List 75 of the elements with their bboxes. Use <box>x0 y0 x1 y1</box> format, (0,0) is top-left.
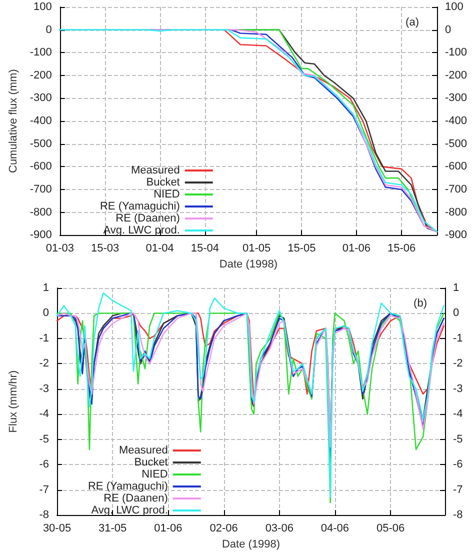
legend-label: RE (Daanen) <box>116 212 180 224</box>
y-tick-label: -300 <box>30 92 52 104</box>
y2-tick-label: 0 <box>453 307 460 320</box>
y-tick-label: -1 <box>39 332 49 344</box>
y-tick-label: -200 <box>30 69 52 82</box>
x-axis-title: Date (1998) <box>219 258 278 270</box>
y-tick-label: -400 <box>30 115 52 128</box>
legend-label: Measured <box>118 444 168 456</box>
y-tick-label: -2 <box>39 358 49 370</box>
y2-tick-label: -6 <box>453 458 463 471</box>
x-tick-label: 02-06 <box>210 522 238 535</box>
y-axis-title: Flux (mm/hr) <box>8 370 20 433</box>
legend-label: RE (Yamaguchi) <box>88 480 168 492</box>
legend-label: NIED <box>142 468 168 480</box>
y-tick-label: 0 <box>42 307 49 320</box>
y2-tick-label: 0 <box>445 24 452 36</box>
y-axis-title: Cumulative flux (mm) <box>8 69 20 174</box>
x-axis-title: Date (1998) <box>222 538 280 550</box>
legend-label: Bucket <box>134 456 168 468</box>
y2-tick-label: -700 <box>445 183 468 196</box>
x-tick-label: 04-06 <box>320 522 350 535</box>
x-tick-label: 15-06 <box>387 242 416 255</box>
y2-tick-label: -1 <box>453 332 463 344</box>
y-tick-label: -100 <box>30 46 52 59</box>
x-tick-label: 01-03 <box>46 242 74 255</box>
x-tick-label: 01-04 <box>146 242 174 255</box>
legend-label: Avg. LWC prod. <box>103 224 180 236</box>
y-tick-label: -700 <box>30 183 52 196</box>
y-tick-label: -900 <box>30 229 52 242</box>
annotation: (b) <box>414 298 428 310</box>
y-tick-label: 0 <box>46 24 52 36</box>
x-tick-label: 15-05 <box>288 242 316 255</box>
x-tick-label: 01-06 <box>342 242 370 255</box>
y2-tick-label: -200 <box>445 69 468 82</box>
y2-tick-label: 1 <box>453 282 460 294</box>
y-tick-label: -8 <box>39 509 49 522</box>
y-tick-label: -600 <box>30 160 52 173</box>
y2-tick-label: -2 <box>453 358 463 370</box>
legend-label: NIED <box>154 188 180 200</box>
y2-tick-label: -500 <box>445 138 468 150</box>
y2-tick-label: -600 <box>445 160 468 173</box>
y2-tick-label: -4 <box>453 408 463 420</box>
y-tick-label: 100 <box>34 1 52 13</box>
y2-tick-label: -300 <box>445 92 468 104</box>
y2-tick-label: -5 <box>453 433 463 446</box>
y-tick-label: -6 <box>39 458 49 471</box>
x-tick-label: 15-04 <box>190 242 220 255</box>
legend-label: Measured <box>130 164 180 176</box>
legend-label: Bucket <box>146 176 180 188</box>
y-tick-label: -800 <box>30 206 52 218</box>
y-tick-label: -3 <box>39 382 49 395</box>
y2-tick-label: -8 <box>453 509 463 522</box>
x-tick-label: 30-05 <box>42 522 72 535</box>
legend-label: RE (Yamaguchi) <box>100 200 180 212</box>
y-tick-label: -5 <box>39 433 49 446</box>
x-tick-label: 01-05 <box>242 242 271 255</box>
y-tick-label: -4 <box>39 408 49 420</box>
y2-tick-label: -900 <box>445 229 468 242</box>
x-tick-label: 31-05 <box>98 522 127 535</box>
y-tick-label: 1 <box>42 282 49 294</box>
legend-label: RE (Daanen) <box>104 492 168 504</box>
y2-tick-label: -7 <box>453 484 463 496</box>
x-tick-label: 05-06 <box>376 522 405 535</box>
y-tick-label: -7 <box>39 484 49 496</box>
x-tick-label: 03-06 <box>265 522 294 535</box>
y2-tick-label: 100 <box>445 1 464 13</box>
y2-tick-label: -3 <box>453 382 463 395</box>
legend-label: Avg. LWC prod. <box>91 504 168 516</box>
y2-tick-label: -400 <box>445 115 468 128</box>
x-tick-label: 15-03 <box>90 242 120 255</box>
annotation: (a) <box>406 16 420 28</box>
y2-tick-label: -800 <box>445 206 468 218</box>
x-tick-label: 01-06 <box>154 522 182 535</box>
y2-tick-label: -100 <box>445 46 468 59</box>
y-tick-label: -500 <box>30 138 52 150</box>
